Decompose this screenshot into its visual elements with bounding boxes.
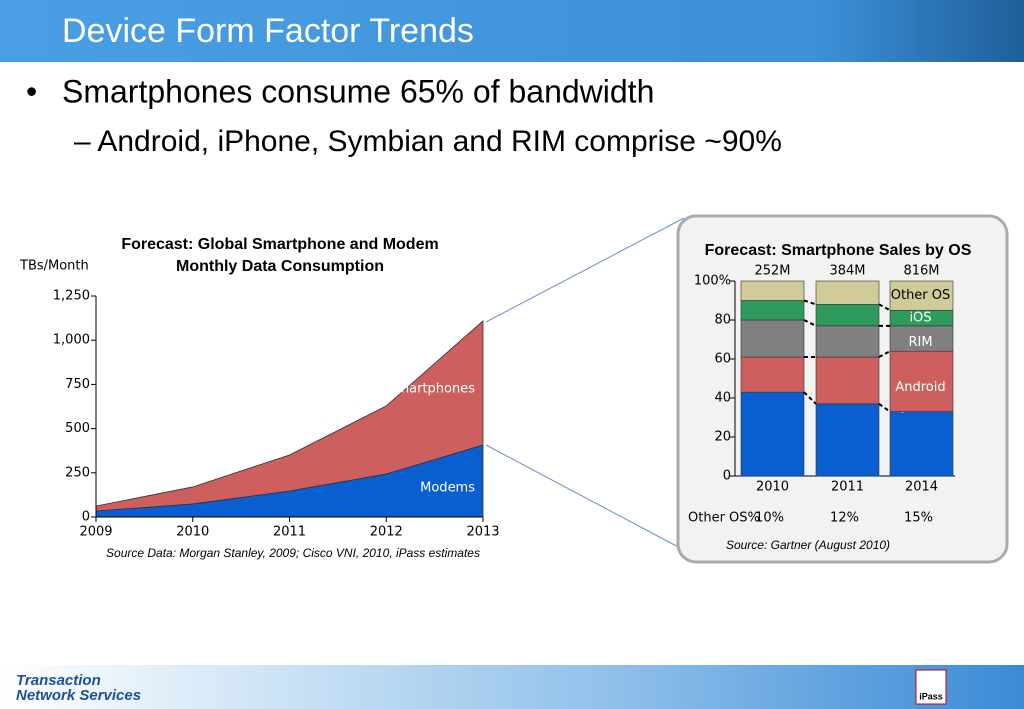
- brand-box: [915, 669, 947, 705]
- footer-brand: iPass: [919, 691, 943, 701]
- connector-dash: [878, 403, 891, 413]
- y-tick-label: 500: [65, 421, 90, 436]
- y-tick-label: 80: [714, 313, 731, 328]
- bar: [815, 356, 880, 405]
- slide-title: Device Form Factor Trends: [62, 12, 474, 50]
- sub-bullet: – Android, iPhone, Symbian and RIM compr…: [74, 125, 782, 158]
- row-value: 12%: [830, 511, 859, 526]
- row-value: 15%: [904, 511, 933, 526]
- chart-title: Forecast: Global Smartphone and Modem: [121, 236, 438, 253]
- bar: [740, 319, 805, 358]
- bar: [889, 280, 954, 311]
- series-label: Modems: [420, 481, 475, 496]
- y-tick-label: 750: [65, 377, 90, 392]
- connector: [485, 444, 685, 551]
- bar: [815, 325, 880, 358]
- source: Source Data: Morgan Stanley, 2009; Cisco…: [106, 546, 480, 560]
- bar: [740, 391, 805, 477]
- y-tick-label: 100%: [694, 274, 731, 289]
- connector-dash: [803, 299, 817, 306]
- x-tick-label: 2009: [79, 525, 112, 540]
- y-tick-label: 250: [65, 465, 90, 480]
- bar: [815, 280, 880, 305]
- y-tick-label: 40: [714, 391, 731, 406]
- row-value: 10%: [755, 511, 784, 526]
- connector-dash: [803, 391, 817, 405]
- series-label: RIM: [908, 335, 932, 350]
- bar: [740, 356, 805, 393]
- bar: [815, 304, 880, 327]
- y-tick-label: 20: [714, 430, 731, 445]
- bar: [889, 411, 954, 477]
- series-label: Smartphones: [388, 382, 475, 397]
- chart-title: Forecast: Smartphone Sales by OS: [705, 242, 972, 259]
- bar: [889, 350, 954, 412]
- x-tick-label: 2010: [176, 525, 209, 540]
- connector-dash: [878, 350, 891, 358]
- y-axis-label: TBs/Month: [19, 259, 89, 274]
- series-label: Android: [895, 380, 945, 395]
- y-tick-label: 0: [723, 469, 731, 484]
- footer-logo: Transaction: [16, 672, 101, 689]
- chart-title: Monthly Data Consumption: [176, 258, 384, 275]
- bar: [889, 325, 954, 352]
- bullet-glyph: •: [26, 73, 37, 109]
- source: Source: Gartner (August 2010): [726, 538, 890, 552]
- footer-bar: [0, 665, 1024, 709]
- x-tick-label: 2012: [370, 525, 403, 540]
- category-total: 384M: [829, 264, 865, 279]
- x-tick-label: 2010: [756, 480, 789, 495]
- bar: [740, 280, 805, 301]
- category-total: 252M: [754, 264, 790, 279]
- bar: [815, 403, 880, 477]
- category-total: 816M: [903, 264, 939, 279]
- y-tick-label: 0: [82, 510, 90, 525]
- x-tick-label: 2014: [905, 480, 938, 495]
- y-tick-label: 1,250: [53, 289, 90, 304]
- connector-dash: [878, 303, 891, 312]
- bullet: Smartphones consume 65% of bandwidth: [62, 73, 654, 109]
- row-label: Other OS%: [688, 511, 760, 526]
- x-tick-label: 2013: [466, 525, 499, 540]
- connector-dash: [803, 319, 817, 327]
- area: [95, 320, 484, 512]
- header-bar: [0, 0, 1024, 62]
- series-label: iOS: [909, 311, 931, 326]
- x-tick-label: 2011: [273, 525, 306, 540]
- footer-logo: Network Services: [16, 687, 141, 704]
- bar: [740, 300, 805, 321]
- series-label: Other OS: [891, 288, 951, 303]
- connector: [485, 217, 685, 323]
- x-tick-label: 2011: [831, 480, 864, 495]
- y-tick-label: 1,000: [53, 333, 90, 348]
- y-tick-label: 60: [714, 352, 731, 367]
